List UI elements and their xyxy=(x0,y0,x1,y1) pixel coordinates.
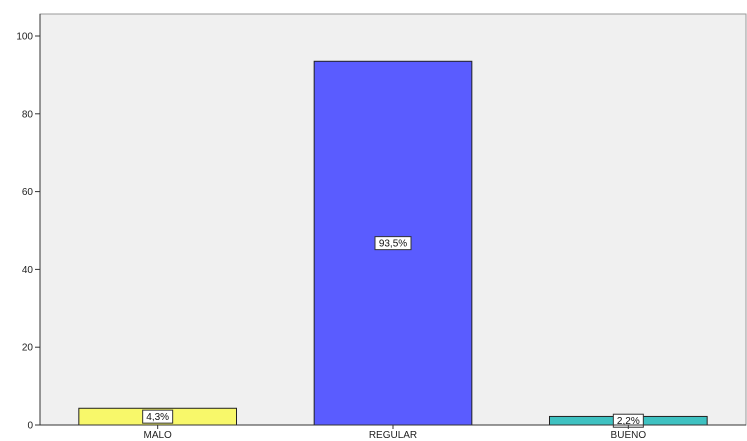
y-tick-label: 60 xyxy=(22,187,34,198)
data-label-box xyxy=(374,236,412,251)
y-tick-label: 0 xyxy=(27,421,33,432)
x-tick-label: MALO xyxy=(143,430,172,441)
x-axis: MALO REGULAR BUENO xyxy=(40,424,746,441)
x-tick-label: BUENO xyxy=(611,430,647,441)
y-tick-label: 40 xyxy=(22,265,34,276)
data-label: 2,2% xyxy=(617,416,640,427)
y-tick-label: 100 xyxy=(16,32,33,43)
y-axis: 0 20 40 60 80 100 xyxy=(16,14,41,432)
data-label-box xyxy=(142,409,174,424)
bars: 4,3% 93,5% 2,2% xyxy=(78,60,708,428)
y-tick-label: 80 xyxy=(22,109,34,120)
data-label: 4,3% xyxy=(146,412,169,423)
x-tick-label: REGULAR xyxy=(369,430,417,441)
data-label: 93,5% xyxy=(379,239,407,250)
y-tick-label: 20 xyxy=(22,343,34,354)
